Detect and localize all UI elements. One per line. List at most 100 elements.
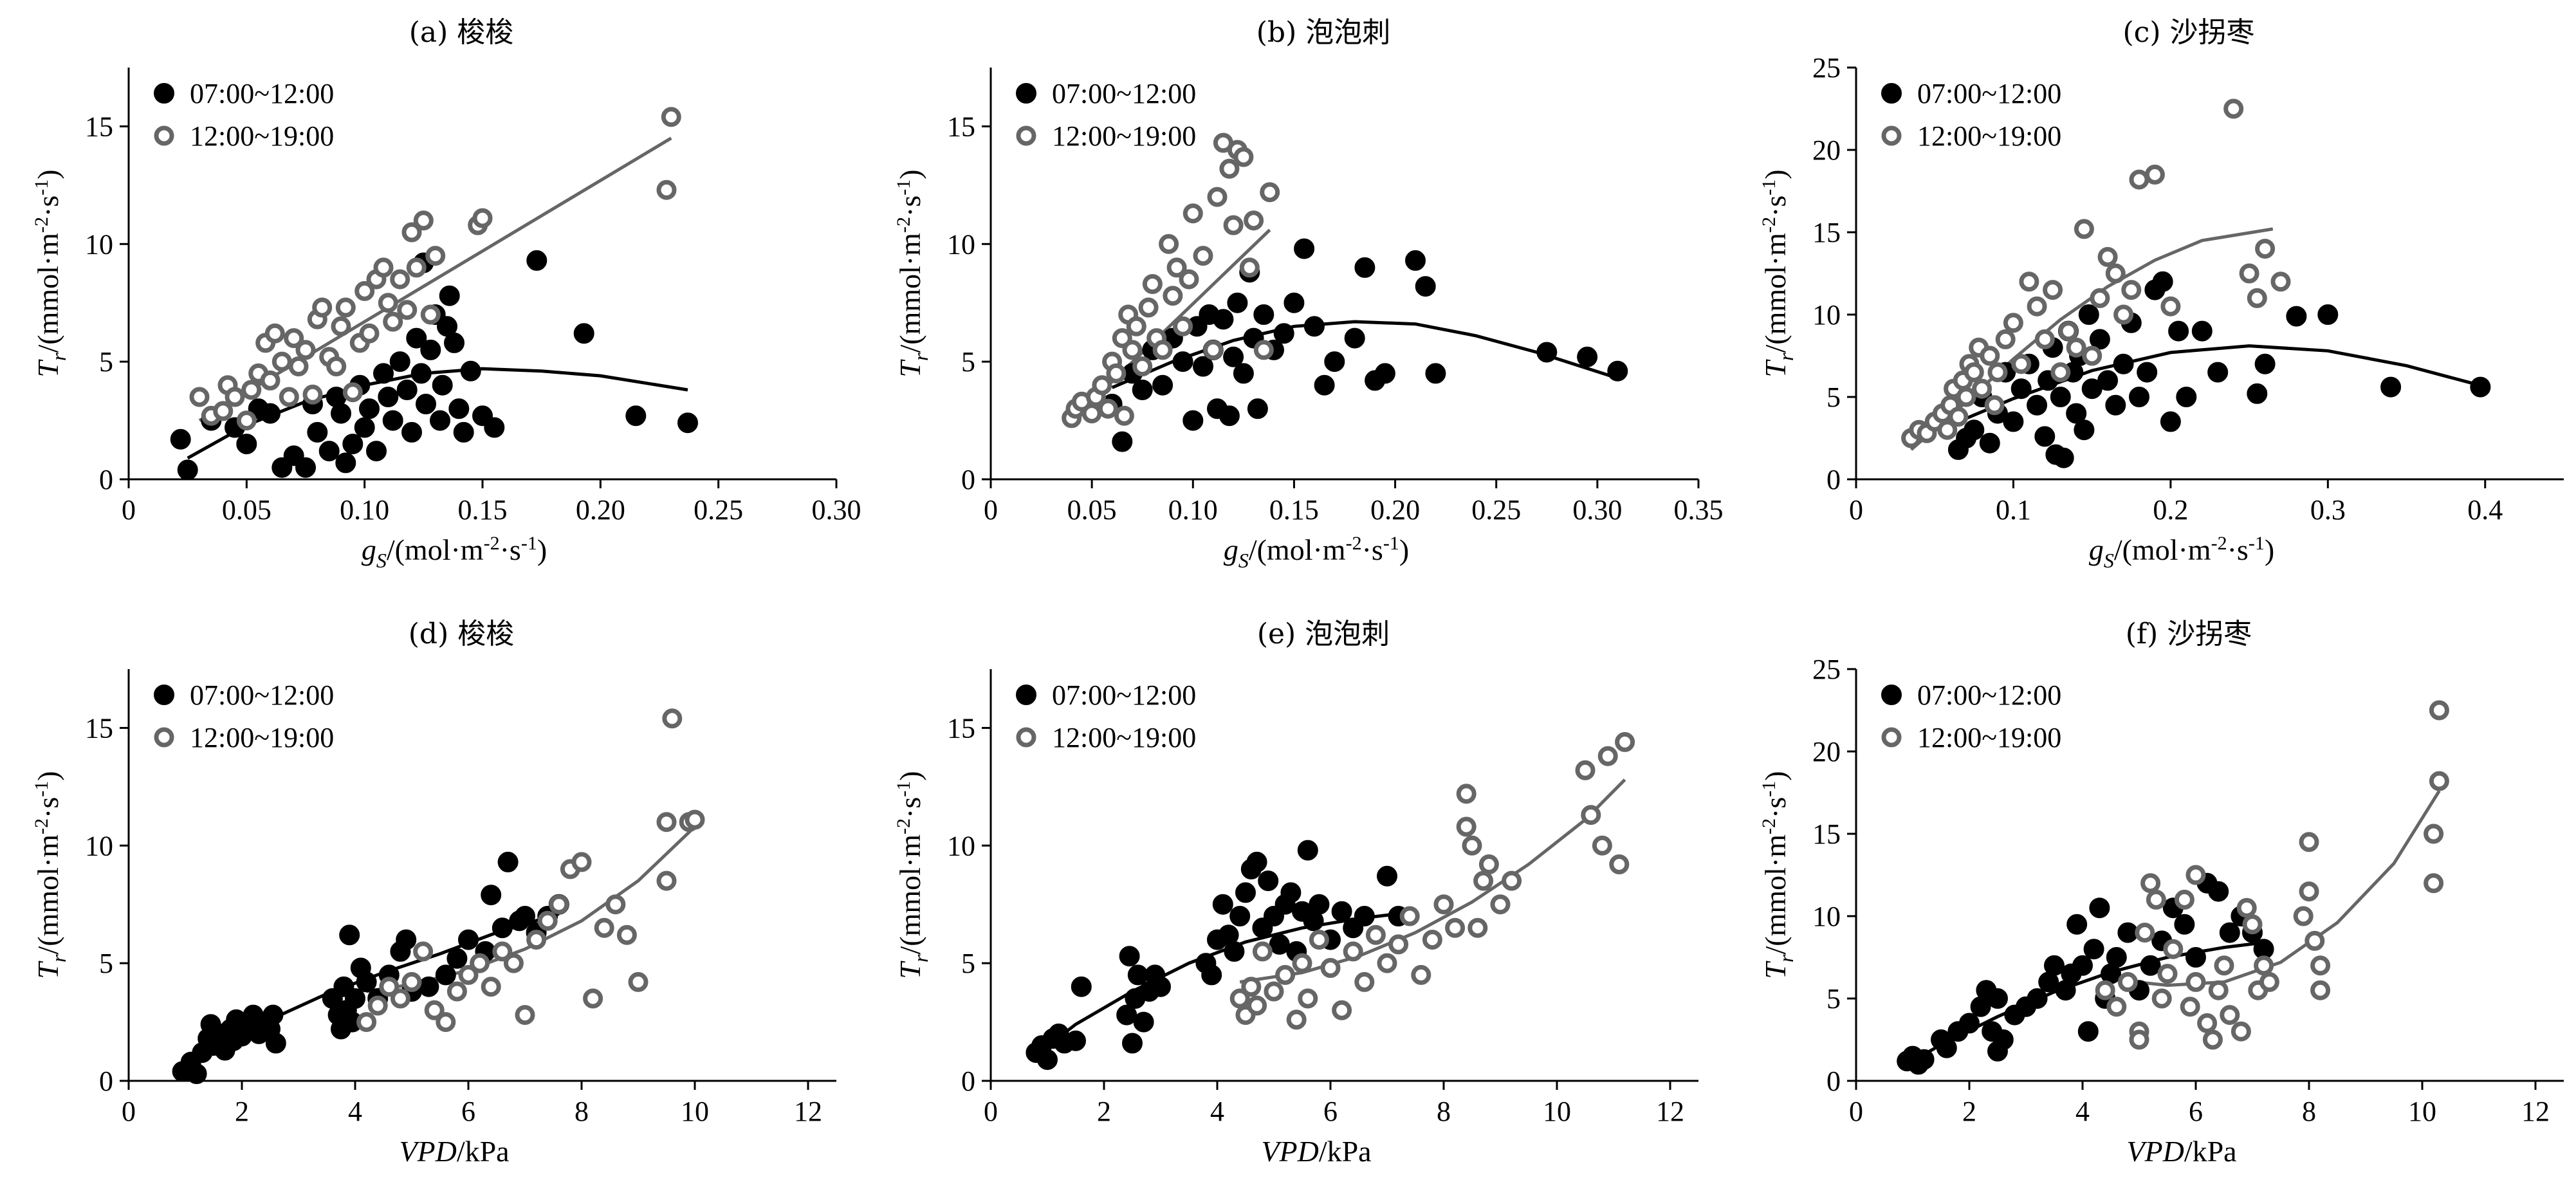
data-point-morning <box>366 441 387 462</box>
x-axis-label-part: /kPa <box>457 1135 510 1168</box>
data-point-afternoon <box>1411 964 1431 985</box>
data-point-morning <box>1132 380 1153 400</box>
data-point-morning <box>186 1063 207 1084</box>
y-axis-label-part: /(mmol·m <box>1759 233 1792 353</box>
data-point-afternoon <box>2208 980 2229 1000</box>
x-axis-label-part: g <box>2089 533 2104 566</box>
x-axis-label-part: VPD <box>2126 1135 2184 1168</box>
x-tick-label: 0.15 <box>1269 494 1319 526</box>
data-point-morning <box>1273 323 1294 344</box>
data-point-afternoon <box>1473 870 1494 891</box>
data-point-morning <box>1936 1037 1957 1058</box>
data-point-afternoon <box>2095 980 2115 1000</box>
x-tick-label: 2 <box>1097 1096 1111 1127</box>
y-axis-label-part: T <box>894 961 926 979</box>
data-point-afternoon <box>2305 930 2325 951</box>
data-point-morning <box>515 906 535 926</box>
data-point-afternoon <box>335 297 356 318</box>
data-point-morning <box>1425 363 1446 384</box>
data-point-afternoon <box>2255 239 2276 259</box>
data-point-morning <box>2191 320 2213 342</box>
data-point-morning <box>2219 922 2240 943</box>
data-point-morning <box>396 380 418 400</box>
data-point-afternoon <box>2424 873 2444 894</box>
data-point-morning <box>177 459 198 481</box>
data-point-afternoon <box>2242 914 2263 935</box>
data-point-afternoon <box>1445 917 1466 938</box>
data-point-morning <box>1065 1030 1086 1051</box>
y-axis-label-part: r <box>47 353 70 361</box>
y-tick-label: 10 <box>1812 299 1841 331</box>
data-point-morning <box>2317 304 2339 325</box>
data-point-afternoon <box>549 894 569 915</box>
legend-marker-morning <box>1016 83 1036 104</box>
data-point-morning <box>1294 238 1315 259</box>
data-point-morning <box>1309 894 1330 915</box>
data-point-morning <box>1213 309 1234 330</box>
data-point-afternoon <box>2074 219 2094 239</box>
data-point-afternoon <box>2299 832 2319 852</box>
data-point-morning <box>1415 276 1436 297</box>
data-point-afternoon <box>302 384 323 405</box>
data-point-afternoon <box>1112 328 1132 349</box>
x-tick-label: 0.25 <box>1471 494 1521 526</box>
legend-marker-afternoon <box>154 125 174 146</box>
data-point-afternoon <box>383 311 403 332</box>
data-point-morning <box>1374 363 1395 384</box>
data-point-afternoon <box>2259 971 2279 992</box>
data-point-morning <box>2380 376 2402 398</box>
data-point-afternoon <box>424 1000 445 1020</box>
y-tick-label: 10 <box>947 228 975 260</box>
fit-line-afternoon <box>198 136 672 422</box>
data-point-afternoon <box>1260 182 1280 203</box>
data-point-afternoon <box>1275 964 1296 985</box>
legend-marker-morning <box>1016 685 1036 705</box>
data-point-morning <box>1133 1011 1154 1033</box>
data-point-afternoon <box>1138 297 1159 318</box>
data-point-morning <box>420 339 441 360</box>
data-point-morning <box>1377 865 1397 887</box>
legend-label-morning: 07:00~12:00 <box>1052 679 1196 711</box>
data-point-afternoon <box>1343 941 1363 962</box>
y-axis-label-part: T <box>894 359 926 378</box>
data-point-afternoon <box>1122 340 1143 360</box>
data-point-afternoon <box>326 356 347 376</box>
data-point-afternoon <box>503 953 524 973</box>
data-point-afternoon <box>2003 313 2023 333</box>
data-point-afternoon <box>2050 362 2071 383</box>
y-axis-label-part: -2 <box>31 818 52 834</box>
data-point-morning <box>1247 398 1268 419</box>
panel-title: (f) 沙拐枣 <box>2126 618 2252 650</box>
data-point-morning <box>2140 955 2161 976</box>
x-tick-label: 12 <box>2521 1096 2550 1127</box>
x-axis-label-part: ) <box>2265 533 2274 566</box>
y-tick-label: 20 <box>1812 134 1841 166</box>
y-axis-label: Tr/(mmol·m-2·s-1) <box>893 771 932 979</box>
data-point-afternoon <box>1972 378 1992 399</box>
data-point-afternoon <box>1286 1009 1307 1030</box>
data-point-morning <box>1314 374 1335 396</box>
data-point-afternoon <box>1173 316 1193 336</box>
data-point-morning <box>1607 360 1628 382</box>
y-axis-label: Tr/(mmol·m-2·s-1) <box>1758 771 1798 979</box>
y-tick-label: 0 <box>1826 464 1841 495</box>
data-point-morning <box>260 403 281 424</box>
data-point-afternoon <box>515 1005 535 1026</box>
data-point-afternoon <box>420 304 441 325</box>
data-point-afternoon <box>2090 288 2110 308</box>
data-point-morning <box>382 410 403 431</box>
data-point-afternoon <box>481 977 501 997</box>
data-point-afternoon <box>1106 363 1127 383</box>
data-point-afternoon <box>2429 700 2449 721</box>
data-point-afternoon <box>1203 340 1224 360</box>
panel-b: (b) 泡泡刺 0 0.05 0.10 0.15 0.20 0.25 0.30 0.35 0 5 10… <box>893 16 1724 572</box>
y-tick-label: 15 <box>1812 818 1841 850</box>
data-point-afternoon <box>2236 897 2257 918</box>
data-point-afternoon <box>312 297 333 318</box>
data-point-morning <box>453 421 474 443</box>
data-point-afternoon <box>1332 1000 1352 1020</box>
data-point-morning <box>2066 403 2087 424</box>
x-axis-label-part: -1 <box>521 533 537 554</box>
data-point-morning <box>335 452 356 474</box>
data-point-morning <box>1331 901 1352 922</box>
